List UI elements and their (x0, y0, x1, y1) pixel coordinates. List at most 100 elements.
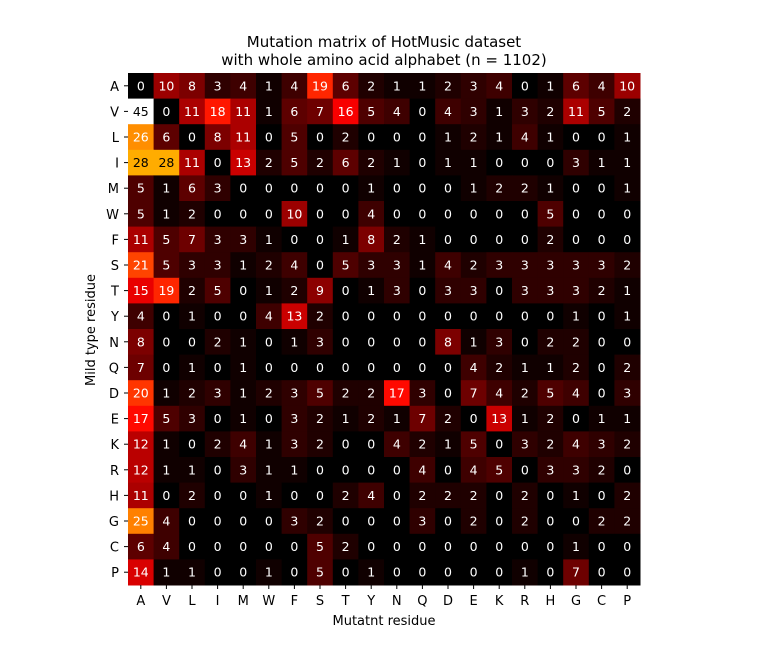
cell-value-label: 0 (393, 539, 401, 554)
cell-value-label: 4 (598, 78, 606, 93)
cell-value-label: 8 (367, 232, 375, 247)
cell-value-label: 1 (162, 437, 170, 452)
cell-value-label: 0 (239, 283, 247, 298)
cell-value-label: 2 (342, 488, 350, 503)
heatmap-cell (460, 226, 487, 253)
y-tick-label: K (110, 438, 119, 453)
cell-value-label: 45 (133, 104, 149, 119)
cell-value-label: 5 (367, 104, 375, 119)
cell-value-label: 3 (521, 283, 529, 298)
cell-value-label: 0 (290, 565, 298, 580)
cell-value-label: 3 (290, 386, 298, 401)
heatmap-cell (230, 405, 257, 432)
cell-value-label: 6 (162, 130, 170, 145)
cell-value-label: 3 (546, 283, 554, 298)
heatmap-cell (588, 380, 615, 407)
heatmap-cell (409, 201, 436, 228)
heatmap-cell (281, 380, 308, 407)
cell-value-label: 3 (290, 411, 298, 426)
heatmap-cell (179, 380, 206, 407)
cell-value-label: 5 (162, 258, 170, 273)
cell-value-label: 0 (521, 309, 529, 324)
cell-value-label: 1 (546, 130, 554, 145)
cell-value-label: 0 (239, 488, 247, 503)
y-tick-label: G (109, 515, 119, 530)
cell-value-label: 21 (133, 258, 149, 273)
heatmap-cell (563, 431, 590, 458)
cell-value-label: 1 (265, 565, 273, 580)
cell-value-label: 0 (342, 334, 350, 349)
x-tick-label: R (520, 594, 529, 609)
heatmap-cell (460, 329, 487, 356)
cell-value-label: 2 (265, 386, 273, 401)
heatmap-cell (256, 149, 283, 176)
heatmap-cell (384, 354, 411, 381)
heatmap-cell (179, 533, 206, 560)
heatmap-cell (128, 482, 155, 509)
heatmap-cell (204, 226, 231, 253)
heatmap-cell (614, 329, 641, 356)
heatmap-cell (384, 508, 411, 535)
cell-value-label: 1 (572, 539, 580, 554)
cell-value-label: 0 (162, 104, 170, 119)
heatmap-cell (358, 252, 385, 279)
cell-value-label: 0 (265, 206, 273, 221)
heatmap-cell (307, 124, 334, 151)
heatmap-cell (486, 277, 513, 304)
heatmap-cell (358, 533, 385, 560)
cell-value-label: 1 (521, 565, 529, 580)
heatmap-cell (563, 457, 590, 484)
heatmap-cell (460, 277, 487, 304)
cell-value-label: 0 (521, 232, 529, 247)
heatmap-cell (256, 482, 283, 509)
cell-value-label: 4 (393, 437, 401, 452)
cell-value-label: 3 (623, 386, 631, 401)
cell-value-label: 0 (342, 514, 350, 529)
cell-value-label: 0 (214, 360, 222, 375)
heatmap-cell (486, 124, 513, 151)
cell-value-label: 0 (598, 360, 606, 375)
cell-value-label: 2 (623, 258, 631, 273)
cell-value-label: 2 (188, 283, 196, 298)
heatmap-cell (153, 149, 180, 176)
heatmap-cell (332, 73, 359, 100)
cell-value-label: 0 (444, 565, 452, 580)
cell-value-label: 0 (623, 232, 631, 247)
cell-value-label: 1 (393, 155, 401, 170)
cell-value-label: 0 (367, 539, 375, 554)
heatmap-cell (153, 277, 180, 304)
heatmap-cell (179, 559, 206, 586)
cell-value-label: 2 (521, 181, 529, 196)
heatmap-cell (128, 201, 155, 228)
cell-value-label: 1 (162, 462, 170, 477)
heatmap-cell (230, 380, 257, 407)
heatmap-cell (409, 380, 436, 407)
heatmap-cell (153, 252, 180, 279)
heatmap-cell (128, 431, 155, 458)
heatmap-cell (384, 98, 411, 125)
cell-value-label: 0 (393, 334, 401, 349)
cell-value-label: 0 (316, 360, 324, 375)
cell-value-label: 0 (367, 437, 375, 452)
heatmap-cell (384, 175, 411, 202)
cell-value-label: 1 (572, 488, 580, 503)
cell-value-label: 12 (133, 462, 149, 477)
cell-value-label: 3 (214, 78, 222, 93)
heatmap-cell (204, 405, 231, 432)
y-tick-label: Q (109, 361, 119, 376)
cell-value-label: 0 (214, 539, 222, 554)
cell-value-label: 1 (393, 411, 401, 426)
cell-value-label: 0 (393, 488, 401, 503)
cell-value-label: 2 (495, 181, 503, 196)
cell-value-label: 1 (418, 258, 426, 273)
heatmap-cell (332, 226, 359, 253)
heatmap-cell (512, 149, 539, 176)
x-tick-label: K (495, 594, 504, 609)
cell-value-label: 0 (418, 565, 426, 580)
heatmap-cell (460, 405, 487, 432)
heatmap-cell (128, 149, 155, 176)
heatmap-cell (204, 201, 231, 228)
cell-value-label: 0 (367, 334, 375, 349)
heatmap-cell (486, 457, 513, 484)
heatmap-cell (563, 73, 590, 100)
